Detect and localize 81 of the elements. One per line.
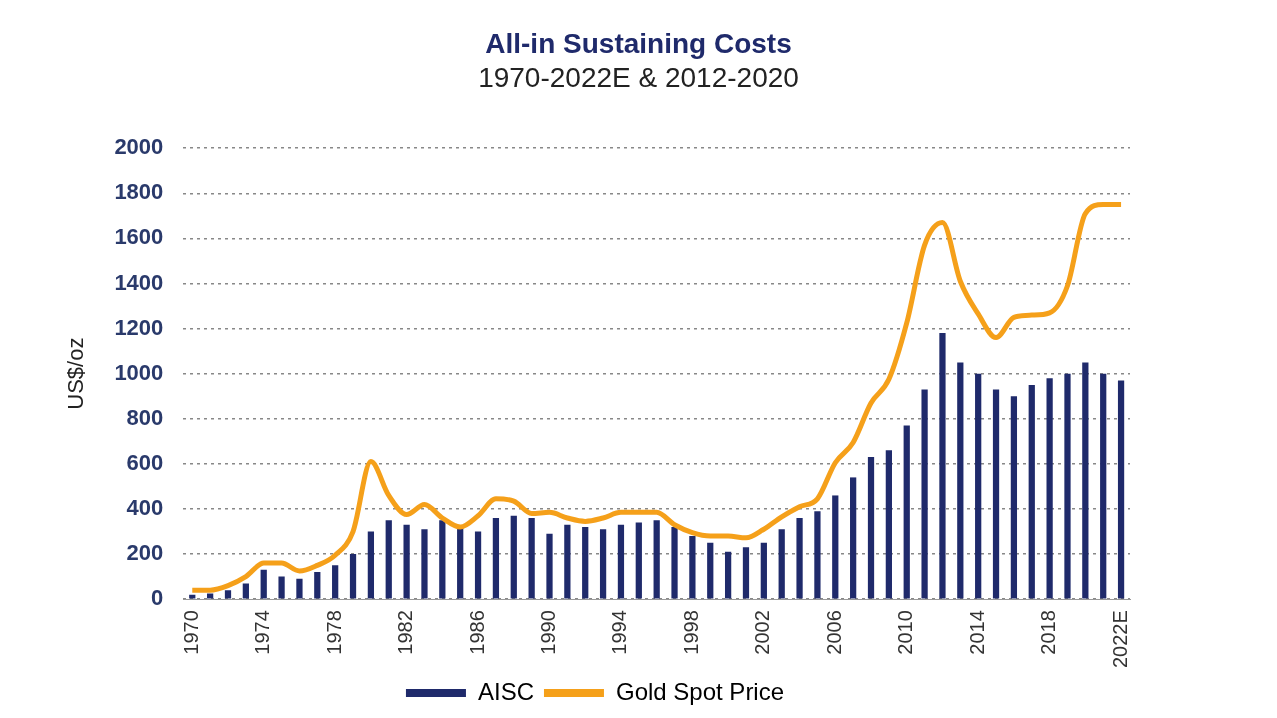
bar	[242, 583, 249, 599]
bar	[796, 517, 803, 599]
bar	[439, 520, 446, 599]
bar	[992, 389, 1000, 599]
bar	[1117, 380, 1125, 599]
y-tick-label: 800	[126, 404, 164, 430]
bar	[528, 517, 535, 599]
x-tick-label: 1970	[179, 610, 202, 655]
bar	[653, 520, 660, 599]
bar	[421, 529, 428, 599]
bar	[260, 569, 267, 599]
bar	[1046, 378, 1053, 599]
bar	[617, 524, 625, 599]
y-tick-label: 400	[126, 495, 164, 521]
y-tick-label: 0	[151, 585, 164, 611]
bar	[850, 477, 857, 599]
bar	[867, 457, 875, 599]
y-tick-label: 600	[126, 449, 164, 475]
x-tick-label: 1982	[394, 610, 417, 655]
bar	[975, 373, 982, 599]
bar	[546, 533, 553, 599]
bar	[724, 551, 732, 599]
x-tick-label: 2006	[822, 610, 845, 655]
bar	[403, 524, 410, 599]
bar	[1010, 396, 1018, 599]
bar	[671, 527, 678, 599]
x-tick-label: 1974	[251, 610, 274, 655]
bar	[474, 531, 482, 599]
bar	[742, 547, 750, 599]
y-tick-label: 1600	[114, 224, 164, 250]
bar	[385, 520, 392, 599]
bar	[349, 554, 357, 599]
y-axis-title: US$/oz	[63, 337, 89, 410]
bar	[599, 529, 607, 599]
bar	[1064, 373, 1071, 599]
y-tick-label: 1200	[114, 314, 164, 340]
y-tick-label: 2000	[114, 134, 164, 160]
bar	[707, 542, 714, 599]
bar	[367, 531, 375, 599]
bar	[1100, 373, 1107, 599]
bar	[903, 425, 910, 599]
bar	[778, 529, 785, 599]
y-tick-label: 1000	[114, 359, 164, 385]
x-tick-label: 1998	[679, 610, 702, 655]
bar	[564, 524, 571, 599]
bar	[296, 578, 303, 599]
legend-label: Gold Spot Price	[615, 677, 785, 705]
bar	[332, 565, 339, 599]
y-tick-label: 1400	[114, 269, 164, 295]
chart-subtitle: 1970-2022E & 2012-2020	[477, 62, 800, 94]
x-tick-label: 2018	[1037, 610, 1060, 655]
bar	[939, 333, 946, 599]
bar	[760, 542, 767, 599]
x-tick-label: 2014	[965, 610, 988, 655]
x-tick-label: 2010	[894, 610, 917, 655]
bar	[314, 572, 321, 599]
x-tick-label: 2002	[751, 610, 774, 655]
x-tick-label: 1986	[465, 610, 488, 655]
bar	[278, 576, 285, 599]
x-tick-label: 2022E	[1108, 610, 1131, 669]
bar	[457, 527, 464, 599]
bar	[814, 511, 821, 599]
bar	[689, 536, 696, 599]
bar	[957, 362, 964, 599]
bar	[224, 590, 232, 599]
bar	[1082, 362, 1089, 599]
bar	[582, 527, 589, 599]
bar	[885, 450, 892, 599]
bar	[921, 389, 928, 599]
bar	[1028, 384, 1035, 599]
y-tick-label: 1800	[114, 179, 164, 205]
y-tick-label: 200	[126, 540, 164, 566]
x-tick-label: 1994	[608, 610, 631, 655]
x-tick-label: 1978	[322, 610, 345, 655]
bar	[492, 517, 500, 599]
chart-title: All-in Sustaining Costs	[484, 28, 793, 60]
legend-label: AISC	[477, 677, 534, 705]
x-tick-label: 1990	[537, 610, 560, 655]
bar	[510, 515, 517, 599]
bar	[635, 522, 642, 599]
bar	[832, 495, 839, 599]
